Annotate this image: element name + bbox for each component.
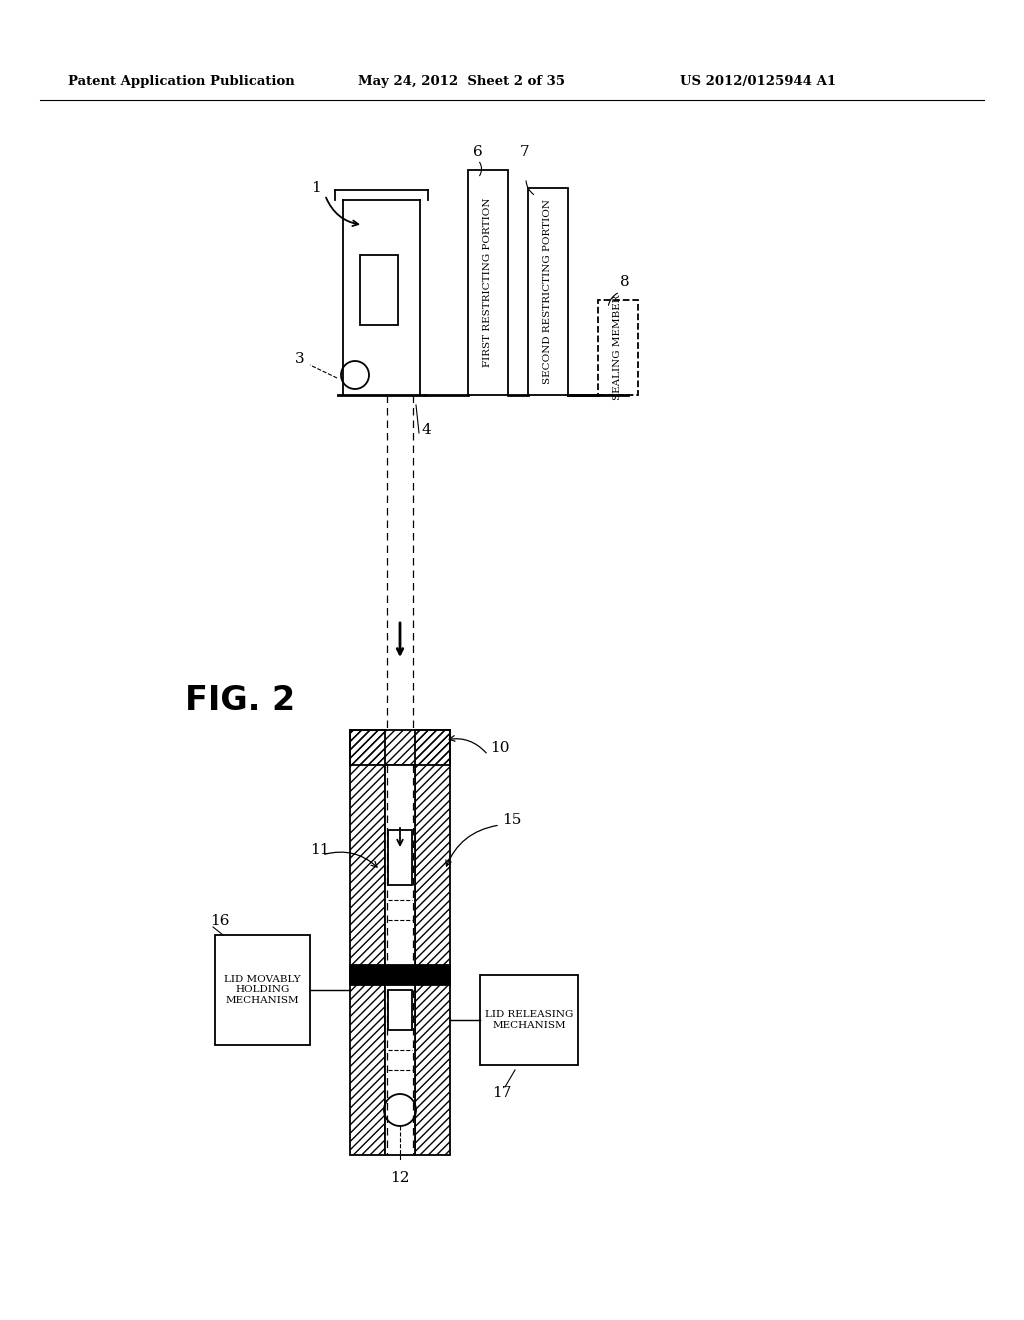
Bar	[388, 990, 412, 1030]
Bar	[350, 730, 450, 766]
Text: US 2012/0125944 A1: US 2012/0125944 A1	[680, 75, 837, 88]
Text: 1: 1	[311, 181, 321, 195]
Text: SEALING MEMBER: SEALING MEMBER	[613, 294, 623, 400]
Text: May 24, 2012  Sheet 2 of 35: May 24, 2012 Sheet 2 of 35	[358, 75, 565, 88]
Bar	[468, 170, 508, 395]
Text: LID MOVABLY
HOLDING
MECHANISM: LID MOVABLY HOLDING MECHANISM	[224, 975, 301, 1005]
Text: SECOND RESTRICTING PORTION: SECOND RESTRICTING PORTION	[544, 199, 553, 384]
Text: 15: 15	[502, 813, 521, 828]
Bar	[415, 730, 450, 1155]
Text: FIRST RESTRICTING PORTION: FIRST RESTRICTING PORTION	[483, 198, 493, 367]
Text: 16: 16	[210, 913, 229, 928]
Text: 17: 17	[492, 1086, 511, 1100]
Text: 12: 12	[390, 1171, 410, 1185]
Text: 8: 8	[620, 275, 630, 289]
Text: 10: 10	[490, 741, 510, 755]
Bar	[215, 935, 310, 1045]
Bar	[480, 975, 578, 1065]
Bar	[528, 187, 568, 395]
Text: 3: 3	[295, 352, 304, 366]
Bar	[360, 255, 398, 325]
Text: FIG. 2: FIG. 2	[185, 684, 295, 717]
Bar	[350, 965, 450, 985]
Text: 7: 7	[520, 145, 529, 158]
Text: Patent Application Publication: Patent Application Publication	[68, 75, 295, 88]
Bar	[350, 730, 385, 1155]
Text: 6: 6	[473, 145, 482, 158]
Bar	[385, 766, 415, 1155]
Text: LID RELEASING
MECHANISM: LID RELEASING MECHANISM	[484, 1010, 573, 1030]
Bar	[598, 300, 638, 395]
Text: 4: 4	[421, 422, 431, 437]
Bar	[388, 830, 412, 884]
Text: 11: 11	[310, 843, 330, 857]
